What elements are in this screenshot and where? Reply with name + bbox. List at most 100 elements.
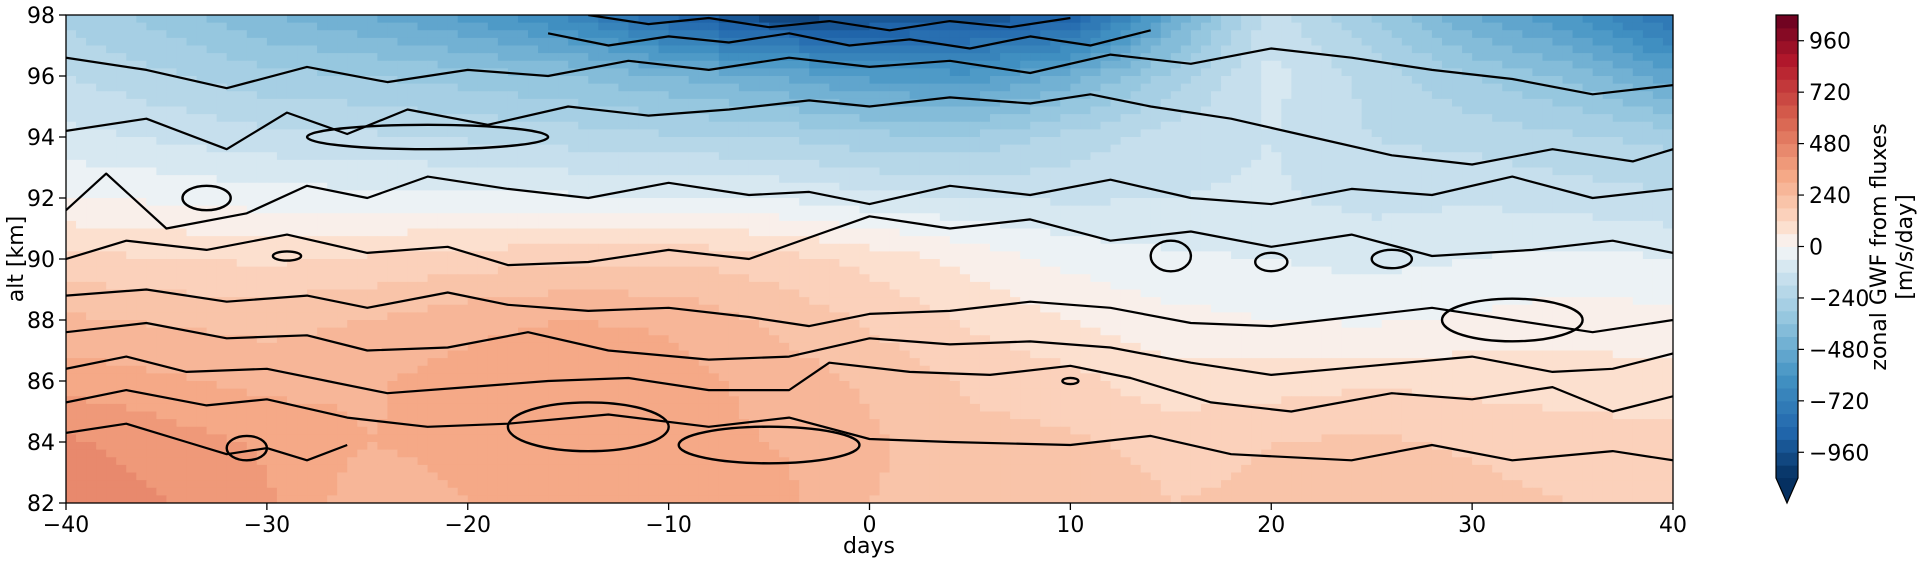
- field-cell: [859, 60, 871, 69]
- field-cell: [648, 144, 660, 153]
- field-cell: [990, 121, 1001, 130]
- field-cell: [568, 137, 579, 146]
- field-cell: [1452, 213, 1463, 222]
- field-cell: [1221, 213, 1232, 222]
- field-cell: [1462, 68, 1473, 77]
- field-cell: [96, 83, 107, 92]
- field-cell: [1331, 106, 1343, 115]
- field-cell: [718, 15, 730, 24]
- field-cell: [1632, 22, 1644, 31]
- field-cell: [698, 121, 710, 130]
- field-cell: [106, 91, 117, 100]
- field-cell: [196, 68, 208, 77]
- field-cell: [1622, 213, 1634, 222]
- field-cell: [297, 53, 308, 62]
- field-cell: [1050, 121, 1061, 130]
- field-cell: [1301, 98, 1313, 108]
- field-cell: [1562, 213, 1574, 222]
- field-cell: [1210, 37, 1222, 47]
- field-cell: [608, 243, 619, 252]
- field-cell: [457, 60, 469, 69]
- field-cell: [658, 228, 670, 237]
- field-cell: [538, 175, 549, 184]
- field-cell: [126, 45, 137, 54]
- field-cell: [578, 205, 589, 214]
- field-cell: [1050, 190, 1061, 199]
- field-cell: [1210, 137, 1222, 146]
- field-cell: [1652, 213, 1664, 222]
- field-cell: [66, 159, 77, 169]
- field-cell: [357, 37, 368, 47]
- field-cell: [638, 53, 650, 62]
- field-cell: [1642, 228, 1654, 237]
- field-cell: [1100, 190, 1112, 199]
- field-cell: [889, 129, 901, 138]
- field-cell: [216, 129, 228, 138]
- field-cell: [648, 106, 660, 115]
- field-cell: [1482, 220, 1493, 230]
- field-cell: [146, 167, 157, 176]
- field-cell: [879, 152, 891, 161]
- field-cell: [206, 60, 218, 69]
- field-cell: [779, 243, 790, 252]
- field-cell: [236, 251, 248, 260]
- field-cell: [1612, 83, 1624, 92]
- field-cell: [528, 144, 539, 153]
- field-cell: [417, 205, 429, 214]
- field-cell: [1632, 83, 1644, 92]
- field-cell: [417, 91, 429, 100]
- field-cell: [337, 91, 348, 100]
- field-cell: [789, 137, 800, 146]
- field-cell: [76, 91, 87, 100]
- field-cell: [1592, 53, 1604, 62]
- field-cell: [718, 137, 730, 146]
- field-cell: [497, 60, 509, 69]
- field-cell: [487, 198, 499, 207]
- field-cell: [186, 60, 198, 69]
- field-cell: [487, 144, 499, 153]
- field-cell: [839, 76, 851, 85]
- field-cell: [317, 220, 328, 230]
- field-cell: [357, 68, 368, 77]
- field-cell: [1050, 15, 1061, 24]
- field-cell: [1301, 37, 1313, 47]
- field-cell: [146, 98, 157, 108]
- field-cell: [176, 159, 188, 169]
- field-cell: [1020, 91, 1031, 100]
- field-cell: [1100, 121, 1112, 130]
- field-cell: [437, 205, 449, 214]
- field-cell: [427, 37, 439, 47]
- field-cell: [1251, 129, 1262, 138]
- field-cell: [156, 228, 168, 237]
- field-cell: [1602, 228, 1614, 237]
- field-cell: [226, 205, 238, 214]
- field-cell: [889, 121, 901, 130]
- field-cell: [1421, 68, 1433, 77]
- field-cell: [1602, 22, 1614, 31]
- field-cell: [1150, 98, 1162, 108]
- field-cell: [507, 144, 519, 153]
- field-cell: [327, 182, 338, 191]
- field-cell: [1281, 30, 1292, 39]
- field-cell: [1472, 129, 1483, 138]
- field-cell: [126, 137, 137, 146]
- field-cell: [1492, 144, 1503, 153]
- field-cell: [1090, 137, 1102, 146]
- field-cell: [1642, 114, 1654, 123]
- field-cell: [1582, 60, 1594, 69]
- field-cell: [1522, 83, 1533, 92]
- field-cell: [1291, 175, 1302, 184]
- field-cell: [66, 167, 77, 176]
- field-cell: [1120, 37, 1132, 47]
- field-cell: [1271, 167, 1282, 176]
- field-cell: [759, 228, 770, 237]
- field-cell: [487, 137, 499, 146]
- field-cell: [497, 167, 509, 176]
- field-cell: [317, 83, 328, 92]
- field-cell: [1441, 53, 1453, 62]
- field-cell: [829, 182, 840, 191]
- field-cell: [859, 190, 871, 199]
- field-cell: [1462, 53, 1473, 62]
- field-cell: [919, 198, 931, 207]
- field-cell: [1361, 76, 1373, 85]
